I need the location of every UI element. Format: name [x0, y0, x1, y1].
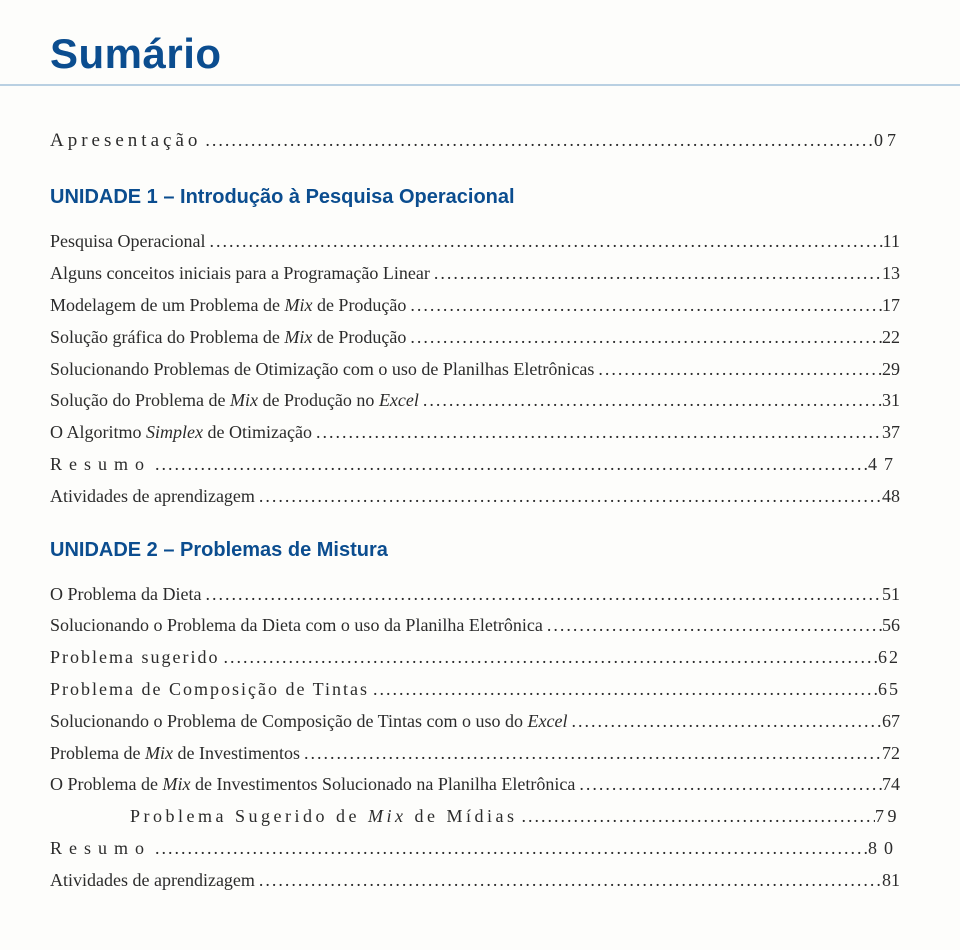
toc-leader: [406, 323, 882, 352]
toc-leader: [219, 643, 878, 672]
toc-line: Solucionando Problemas de Otimização com…: [50, 355, 900, 384]
toc-leader: [201, 580, 882, 609]
toc-label: Solução do Problema de Mix de Produção n…: [50, 386, 419, 415]
toc-label: Problema de Composição de Tintas: [50, 675, 369, 704]
toc-leader: [430, 259, 882, 288]
unit1-title: UNIDADE 1 – Introdução à Pesquisa Operac…: [50, 186, 900, 209]
toc-line: Solução gráfica do Problema de Mix de Pr…: [50, 323, 900, 352]
toc-leader: [419, 386, 882, 415]
toc-label: Solucionando Problemas de Otimização com…: [50, 355, 594, 384]
toc-line: Resumo 80: [50, 834, 900, 863]
toc-line: Solução do Problema de Mix de Produção n…: [50, 386, 900, 415]
toc-line: Solucionando o Problema de Composição de…: [50, 707, 900, 736]
toc-label: Problema sugerido: [50, 643, 219, 672]
toc-leader: [300, 739, 882, 768]
toc-label: Atividades de aprendizagem: [50, 866, 255, 895]
toc-line: Resumo 47: [50, 450, 900, 479]
toc-line: Atividades de aprendizagem 81: [50, 866, 900, 895]
toc-label: Problema Sugerido de Mix de Mídias: [130, 802, 517, 831]
toc-page: 31: [882, 386, 900, 415]
toc-line: O Algoritmo Simplex de Otimização 37: [50, 418, 900, 447]
toc-label: O Problema da Dieta: [50, 580, 201, 609]
toc-page: 65: [878, 675, 900, 704]
toc-page: 51: [882, 580, 900, 609]
toc-page: 81: [882, 866, 900, 895]
toc-label: Solução gráfica do Problema de Mix de Pr…: [50, 323, 406, 352]
toc-leader: [517, 802, 875, 831]
toc-line: Solucionando o Problema da Dieta com o u…: [50, 611, 900, 640]
toc-line: Problema sugerido 62: [50, 643, 900, 672]
toc-leader: [543, 611, 882, 640]
toc-page: 62: [878, 643, 900, 672]
toc-leader: [255, 482, 882, 511]
toc-page: 47: [868, 450, 900, 479]
toc-page: 56: [882, 611, 900, 640]
toc-leader: [369, 675, 878, 704]
toc-leader: [205, 227, 882, 256]
toc-label: Solucionando o Problema de Composição de…: [50, 707, 567, 736]
toc-page: 67: [882, 707, 900, 736]
toc-presentation-block: Apresentação 07: [50, 126, 900, 156]
toc-leader: [151, 834, 868, 863]
toc-leader: [406, 291, 882, 320]
toc-page: 80: [868, 834, 900, 863]
toc-label: Modelagem de um Problema de Mix de Produ…: [50, 291, 406, 320]
toc-leader: [594, 355, 882, 384]
toc-page: 74: [882, 770, 900, 799]
toc-label: Atividades de aprendizagem: [50, 482, 255, 511]
toc-label: Resumo: [50, 834, 151, 863]
toc-label: O Algoritmo Simplex de Otimização: [50, 418, 312, 447]
heading-rule: [0, 84, 960, 86]
toc-line: Problema de Mix de Investimentos 72: [50, 739, 900, 768]
toc-page: 37: [882, 418, 900, 447]
toc-label: Problema de Mix de Investimentos: [50, 739, 300, 768]
toc-page: 29: [882, 355, 900, 384]
toc-leader: [201, 126, 874, 155]
toc-label: Apresentação: [50, 126, 201, 156]
toc-leader: [255, 866, 882, 895]
unit2-block: UNIDADE 2 – Problemas de Mistura O Probl…: [50, 539, 900, 895]
toc-line: Atividades de aprendizagem 48: [50, 482, 900, 511]
toc-line: Problema de Composição de Tintas 65: [50, 675, 900, 704]
toc-line: O Problema da Dieta 51: [50, 580, 900, 609]
toc-label: Pesquisa Operacional: [50, 227, 205, 256]
toc-leader: [312, 418, 882, 447]
toc-label: O Problema de Mix de Investimentos Soluc…: [50, 770, 575, 799]
toc-page: 07: [874, 126, 900, 155]
toc-line: O Problema de Mix de Investimentos Soluc…: [50, 770, 900, 799]
toc-label: Alguns conceitos iniciais para a Program…: [50, 259, 430, 288]
toc-label: Resumo: [50, 450, 151, 479]
toc-line: Pesquisa Operacional 11: [50, 227, 900, 256]
unit1-block: UNIDADE 1 – Introdução à Pesquisa Operac…: [50, 186, 900, 510]
toc-page: 17: [882, 291, 900, 320]
toc-page: 13: [882, 259, 900, 288]
toc-leader: [567, 707, 882, 736]
toc-line: Alguns conceitos iniciais para a Program…: [50, 259, 900, 288]
toc-line: Problema Sugerido de Mix de Mídias 79: [50, 802, 900, 831]
toc-page: 22: [882, 323, 900, 352]
toc-line: Modelagem de um Problema de Mix de Produ…: [50, 291, 900, 320]
toc-leader: [575, 770, 882, 799]
toc-label: Solucionando o Problema da Dieta com o u…: [50, 611, 543, 640]
unit2-title: UNIDADE 2 – Problemas de Mistura: [50, 539, 900, 562]
toc-page: 11: [883, 227, 900, 256]
toc-page: 48: [882, 482, 900, 511]
toc-page: 79: [875, 802, 900, 831]
toc-line-presentation: Apresentação 07: [50, 126, 900, 156]
page-heading: Sumário: [50, 30, 900, 78]
toc-leader: [151, 450, 868, 479]
toc-page: 72: [882, 739, 900, 768]
